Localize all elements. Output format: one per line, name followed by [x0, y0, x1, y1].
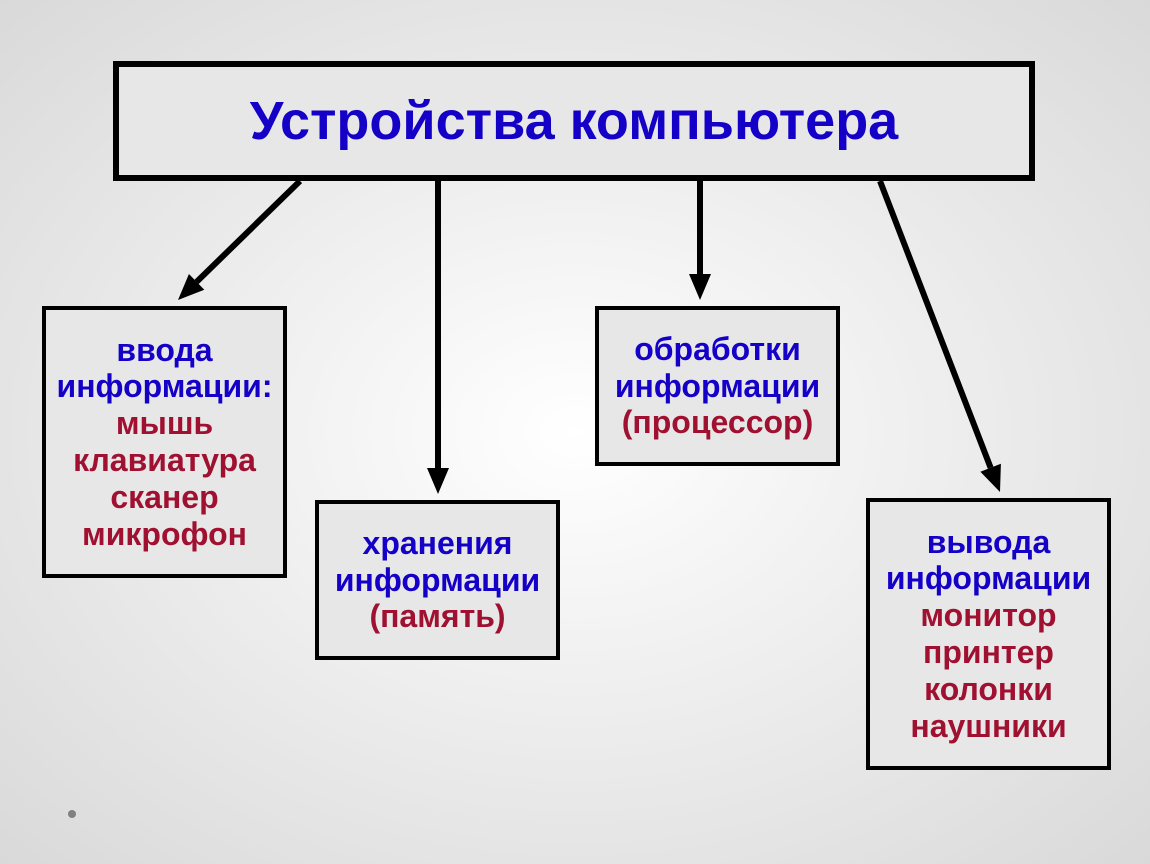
arrow-to-input-shaft [197, 181, 300, 282]
input-line: информации: [57, 368, 273, 405]
arrow-to-output-shaft [880, 181, 991, 468]
arrow-to-storage-head [427, 468, 449, 494]
input-line: ввода [116, 332, 212, 369]
storage-line: (память) [369, 598, 505, 635]
output-box: выводаинформациимониторпринтерколонкинау… [866, 498, 1111, 770]
input-line: микрофон [82, 516, 247, 553]
storage-line: информации [335, 562, 540, 599]
processing-line: (процессор) [622, 404, 813, 441]
processing-line: обработки [634, 331, 801, 368]
input-line: клавиатура [73, 442, 256, 479]
processing-box: обработкиинформации(процессор) [595, 306, 840, 466]
title-box: Устройства компьютера [113, 61, 1035, 181]
output-line: вывода [927, 524, 1050, 561]
arrow-to-output-head [980, 464, 1001, 492]
output-line: принтер [923, 634, 1054, 671]
bullet-dot [68, 810, 76, 818]
output-line: монитор [920, 597, 1056, 634]
output-line: колонки [924, 671, 1053, 708]
processing-line: информации [615, 368, 820, 405]
output-line: наушники [910, 708, 1066, 745]
input-line: мышь [116, 405, 213, 442]
output-line: информации [886, 560, 1091, 597]
input-box: вводаинформации:мышьклавиатурасканермикр… [42, 306, 287, 578]
arrow-to-input-head [178, 274, 204, 300]
diagram-canvas: Устройства компьютера вводаинформации:мы… [0, 0, 1150, 864]
arrow-to-processing-head [689, 274, 711, 300]
storage-box: храненияинформации(память) [315, 500, 560, 660]
input-line: сканер [110, 479, 218, 516]
storage-line: хранения [363, 525, 513, 562]
title-line: Устройства компьютера [250, 90, 898, 152]
